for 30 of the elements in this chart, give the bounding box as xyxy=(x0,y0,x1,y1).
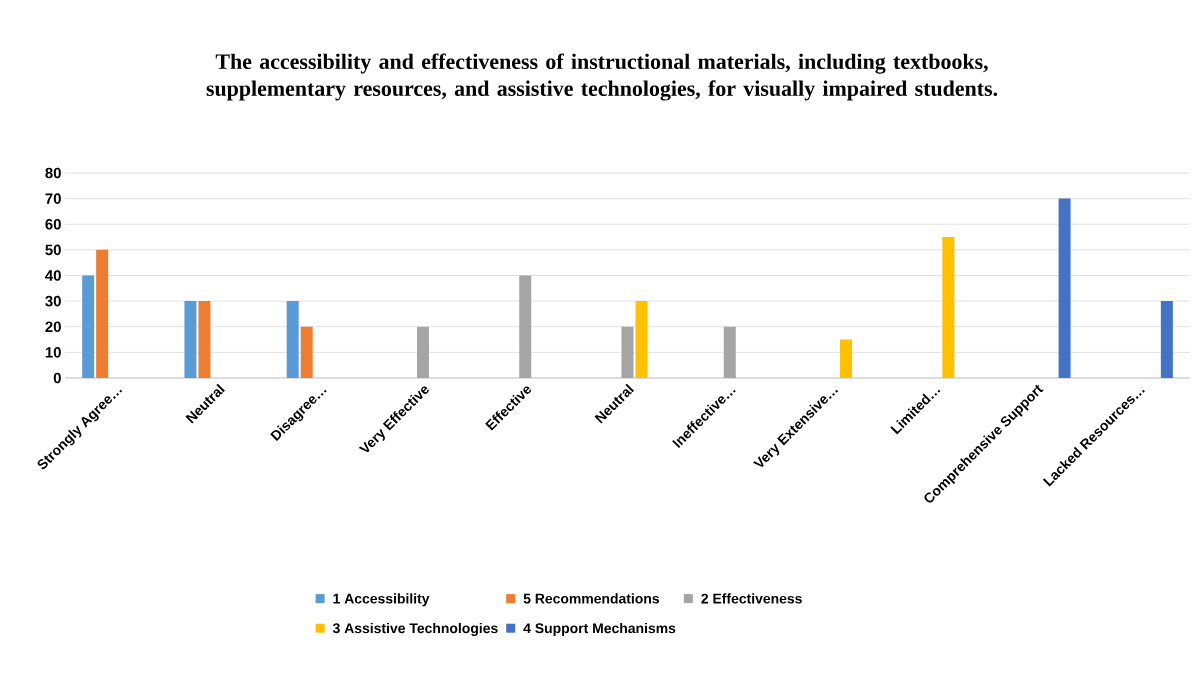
y-tick-label: 40 xyxy=(45,270,61,281)
legend-label: 2 Effectiveness xyxy=(701,593,802,604)
chart-title: The accessibility and effectiveness of instructional materials, including textbooks, supplementary resources, and assistive technologies, for visually impaired students. xyxy=(206,53,998,101)
legend-label: 1 Accessibility xyxy=(333,593,430,607)
y-tick-label: 20 xyxy=(45,321,61,333)
bar xyxy=(519,275,532,378)
legend-label: 5 Recommendations xyxy=(523,593,660,604)
bar xyxy=(635,301,648,378)
bar xyxy=(96,249,109,378)
bar xyxy=(1160,301,1173,378)
y-tick-label: 0 xyxy=(53,372,61,384)
legend-label: 3 Assistive Technologies xyxy=(332,622,498,636)
bar xyxy=(286,301,299,378)
bar xyxy=(184,301,197,378)
y-tick-label: 70 xyxy=(45,193,61,204)
bar xyxy=(416,326,429,378)
bar xyxy=(82,275,95,378)
bar xyxy=(942,237,955,378)
y-tick-label: 30 xyxy=(45,295,61,307)
y-tick-label: 50 xyxy=(45,244,61,256)
bar xyxy=(840,339,853,378)
y-tick-label: 10 xyxy=(45,347,61,358)
bar xyxy=(723,326,736,378)
bar xyxy=(300,326,313,378)
legend-label: 4 Support Mechanisms xyxy=(523,622,676,636)
y-tick-label: 80 xyxy=(45,167,61,179)
y-tick-label: 60 xyxy=(45,218,61,230)
bar xyxy=(1058,198,1071,378)
bar xyxy=(198,301,211,378)
bar xyxy=(621,326,634,378)
